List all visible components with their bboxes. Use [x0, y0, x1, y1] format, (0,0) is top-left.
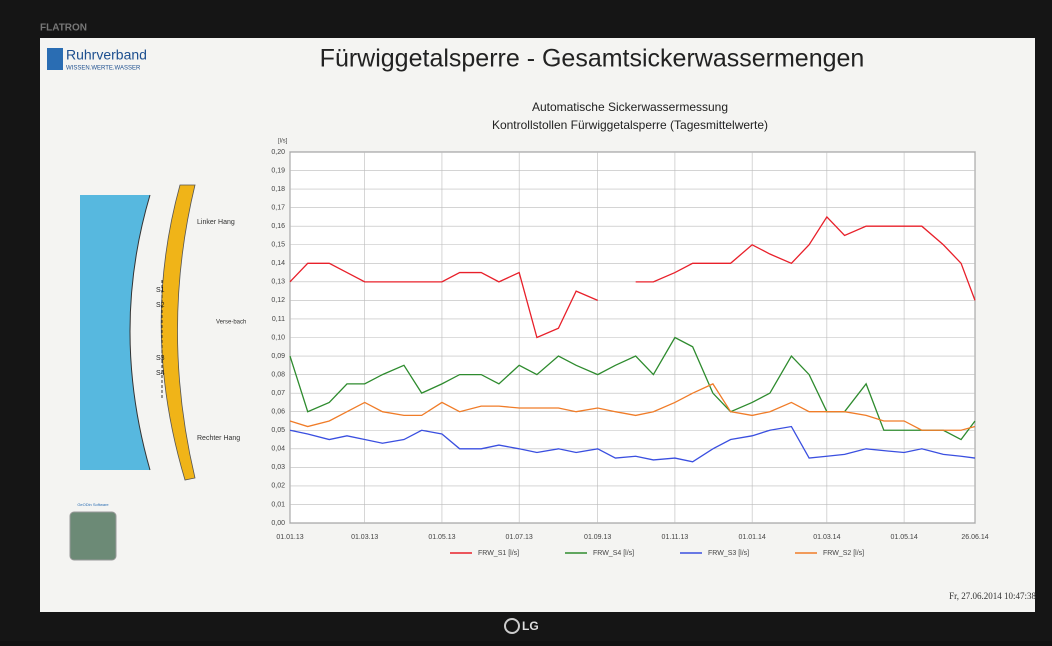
- y-tick-label: 0,12: [271, 297, 285, 304]
- software-button[interactable]: [70, 512, 116, 560]
- y-tick-label: 0,10: [271, 334, 285, 341]
- point-label: S1: [156, 287, 165, 294]
- x-tick-label: 01.09.13: [584, 534, 611, 541]
- y-tick-label: 0,08: [271, 371, 285, 378]
- chart-title: Automatische Sickerwassermessung: [532, 100, 728, 114]
- x-tick-label: 01.03.14: [813, 534, 840, 541]
- y-tick-label: 0,20: [271, 149, 285, 156]
- y-tick-label: 0,01: [271, 501, 285, 508]
- y-tick-label: 0,00: [271, 520, 285, 527]
- y-tick-label: 0,13: [271, 279, 285, 286]
- y-tick-label: 0,16: [271, 223, 285, 230]
- timestamp: Fr, 27.06.2014 10:47:38: [949, 591, 1036, 601]
- x-tick-label: 26.06.14: [961, 534, 988, 541]
- y-tick-label: 0,05: [271, 427, 285, 434]
- y-tick-label: 0,09: [271, 353, 285, 360]
- y-tick-label: 0,02: [271, 483, 285, 490]
- y-tick-label: 0,19: [271, 167, 285, 174]
- y-tick-label: 0,03: [271, 464, 285, 471]
- legend-label: FRW_S3 [l/s]: [708, 550, 749, 557]
- y-tick-label: 0,15: [271, 242, 285, 249]
- y-tick-label: 0,07: [271, 390, 285, 397]
- legend-label: FRW_S1 [l/s]: [478, 550, 519, 557]
- y-tick-label: 0,06: [271, 409, 285, 416]
- legend-label: FRW_S4 [l/s]: [593, 550, 634, 557]
- left-slope: Linker Hang: [197, 219, 235, 226]
- maker: LG: [522, 619, 539, 633]
- monitor: FLATRON LG Ruhrverband WISSEN.WERTE.WASS…: [0, 0, 1052, 641]
- plot: 0,00 0,01 0,02 0,03 0,04 0,05 0,06 0,07 0,08 0,09…: [271, 149, 988, 557]
- y-tick-label: 0,17: [271, 204, 285, 211]
- right-slope: Rechter Hang: [197, 435, 240, 442]
- software-label: GeODin Software: [77, 502, 109, 507]
- x-tick-label: 01.05.14: [890, 534, 917, 541]
- page-title: Fürwiggetalsperre - Gesamtsickerwasserme…: [320, 45, 865, 73]
- point-label: S2: [156, 302, 165, 309]
- x-tick-label: 01.01.13: [276, 534, 303, 541]
- x-tick-label: 01.03.13: [351, 534, 378, 541]
- x-tick-label: 01.11.13: [662, 534, 689, 541]
- x-tick-label: 01.05.13: [428, 534, 455, 541]
- x-tick-label: 01.01.14: [739, 534, 766, 541]
- point-label: S4: [156, 370, 165, 377]
- y-tick-label: 0,04: [271, 446, 285, 453]
- logo-tagline: WISSEN.WERTE.WASSER: [66, 66, 141, 72]
- y-tick-label: 0,11: [272, 316, 285, 323]
- logo: Ruhrverband: [66, 47, 147, 63]
- logo-mark: [47, 48, 63, 70]
- chart-subtitle: Kontrollstollen Fürwiggetalsperre (Tages…: [492, 118, 768, 132]
- brand: FLATRON: [40, 23, 87, 34]
- x-tick-label: 01.07.13: [506, 534, 533, 541]
- point-label: S3: [156, 355, 165, 362]
- y-axis-label: [l/s]: [278, 139, 288, 145]
- legend-label: FRW_S2 [l/s]: [823, 550, 864, 557]
- y-tick-label: 0,18: [271, 186, 285, 193]
- y-tick-label: 0,14: [271, 260, 285, 267]
- stream: Verse-bach: [216, 320, 246, 326]
